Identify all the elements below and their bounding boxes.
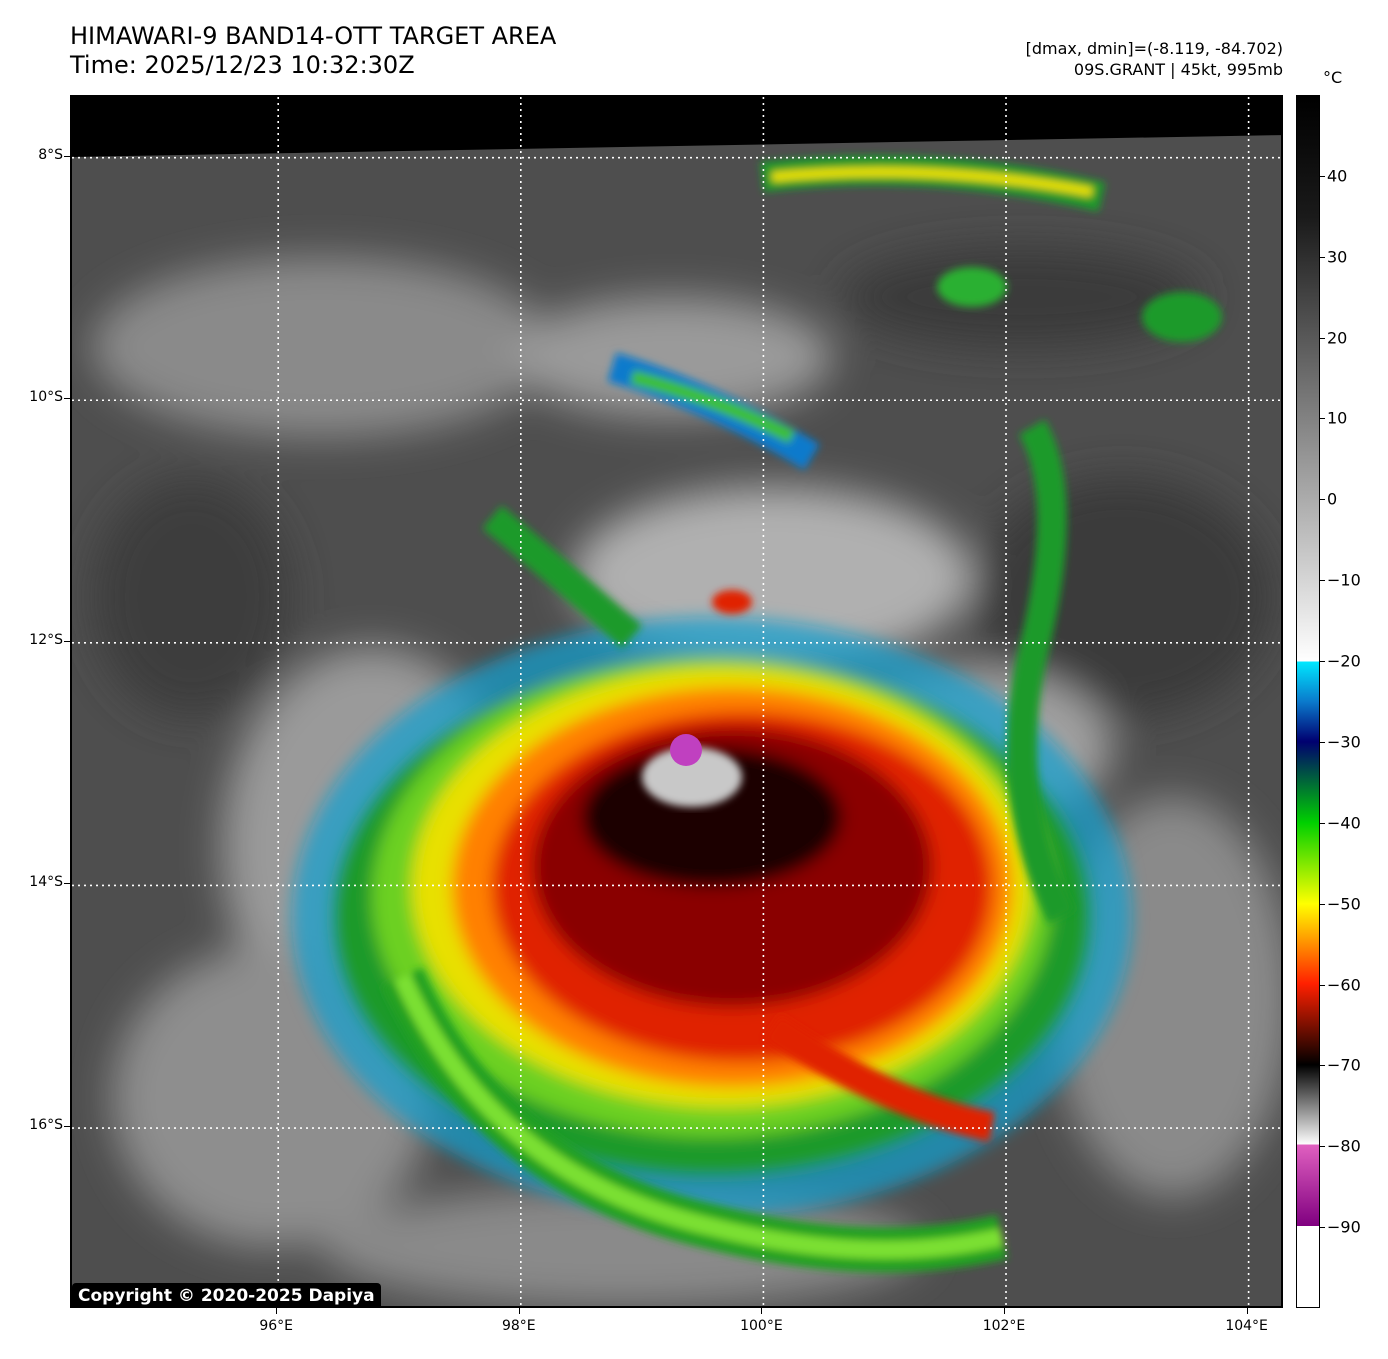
longitude-tick	[1004, 1308, 1005, 1314]
colorbar-tick	[1320, 256, 1325, 258]
figure-title: HIMAWARI-9 BAND14-OTT TARGET AREA Time: …	[70, 22, 556, 80]
colorbar-label: −30	[1327, 732, 1361, 752]
colorbar-label: −40	[1327, 813, 1361, 833]
colorbar-tick	[1320, 499, 1325, 501]
no-data-region	[72, 97, 1281, 157]
colorbar-label: −80	[1327, 1136, 1361, 1156]
spiral-band	[381, 155, 1222, 1273]
colorbar-label: −50	[1327, 894, 1361, 914]
colorbar	[1296, 95, 1320, 1308]
longitude-label: 98°E	[501, 1318, 536, 1334]
storm-eye	[642, 734, 742, 807]
colorbar-tick	[1320, 741, 1325, 743]
colorbar-tick	[1320, 418, 1325, 420]
satellite-imagery	[72, 97, 1281, 1306]
colorbar-label: −10	[1327, 570, 1361, 590]
colorbar-tick	[1320, 337, 1325, 339]
colorbar-tick	[1320, 175, 1325, 177]
colorbar-label: 0	[1327, 489, 1338, 509]
dmax-dmin-readout: [dmax, dmin]=(-8.119, -84.702)	[1025, 39, 1283, 58]
latitude-tick	[64, 883, 70, 885]
colorbar-tick	[1320, 822, 1325, 824]
latitude-tick	[64, 155, 70, 157]
satellite-map: Copyright © 2020-2025 Dapiya	[70, 95, 1283, 1308]
latitude-label: 10°S	[29, 389, 63, 406]
latitude-label: 14°S	[29, 874, 63, 891]
colorbar-tick	[1320, 661, 1325, 663]
latitude-label: 8°S	[38, 146, 63, 163]
colorbar-tick	[1320, 1227, 1325, 1229]
colorbar-tick	[1320, 1146, 1325, 1148]
longitude-label: 102°E	[982, 1318, 1026, 1334]
title-line-2: Time: 2025/12/23 10:32:30Z	[70, 51, 415, 79]
colorbar-label: 10	[1327, 408, 1348, 428]
colorbar-label: 30	[1327, 247, 1348, 267]
latitude-tick	[64, 1126, 70, 1128]
lat-lon-gridlines	[72, 97, 1281, 1306]
longitude-tick	[1246, 1308, 1248, 1314]
longitude-label: 100°E	[740, 1318, 783, 1334]
latitude-tick	[64, 398, 70, 400]
latitude-tick	[64, 640, 70, 642]
colorbar-label: −20	[1327, 651, 1361, 671]
title-line-1: HIMAWARI-9 BAND14-OTT TARGET AREA	[70, 22, 557, 50]
colorbar-label: −90	[1327, 1217, 1361, 1237]
longitude-tick	[761, 1308, 763, 1314]
latitude-label: 12°S	[29, 631, 63, 648]
storm-outer-bands	[292, 617, 1132, 1217]
colorbar-label: −60	[1327, 975, 1361, 995]
colorbar-label: −70	[1327, 1055, 1361, 1075]
colorbar-tick	[1320, 903, 1325, 905]
colorbar-tick	[1320, 984, 1325, 986]
colorbar-label: 40	[1327, 166, 1348, 186]
colorbar-tick	[1320, 1065, 1325, 1067]
longitude-label: 96°E	[259, 1318, 294, 1334]
colorbar-unit: °C	[1323, 68, 1343, 87]
colorbar-tick	[1320, 580, 1325, 582]
longitude-label: 104°E	[1225, 1318, 1268, 1334]
latitude-label: 16°S	[29, 1117, 63, 1134]
colorbar-gradient	[1297, 96, 1319, 1307]
longitude-tick	[518, 1308, 520, 1314]
storm-info: [dmax, dmin]=(-8.119, -84.702) 09S.GRANT…	[1026, 38, 1283, 80]
storm-name-intensity: 09S.GRANT | 45kt, 995mb	[1073, 60, 1283, 79]
copyright-label: Copyright © 2020-2025 Dapiya	[72, 1283, 381, 1306]
colorbar-label: 20	[1327, 328, 1348, 348]
longitude-tick	[276, 1308, 278, 1314]
